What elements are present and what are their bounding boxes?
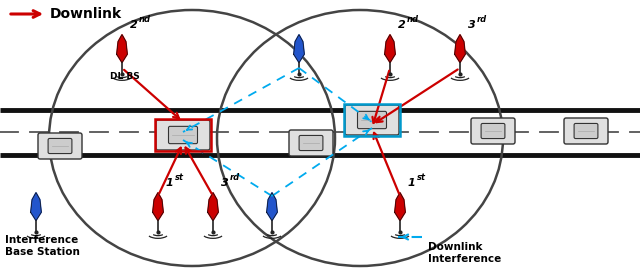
Text: 2: 2 xyxy=(398,20,406,30)
FancyBboxPatch shape xyxy=(358,111,387,129)
Text: 3: 3 xyxy=(221,178,228,188)
FancyBboxPatch shape xyxy=(471,118,515,144)
Text: Downlink
Interference: Downlink Interference xyxy=(428,242,501,264)
Polygon shape xyxy=(294,35,305,63)
Text: nd: nd xyxy=(407,15,419,24)
FancyBboxPatch shape xyxy=(299,136,323,150)
Polygon shape xyxy=(267,192,277,221)
FancyBboxPatch shape xyxy=(289,130,333,156)
Polygon shape xyxy=(385,35,396,63)
FancyBboxPatch shape xyxy=(38,133,82,159)
FancyBboxPatch shape xyxy=(481,123,505,139)
Polygon shape xyxy=(207,192,218,221)
Polygon shape xyxy=(454,35,465,63)
FancyBboxPatch shape xyxy=(574,123,598,139)
Text: st: st xyxy=(175,173,184,182)
Text: rd: rd xyxy=(230,173,240,182)
FancyBboxPatch shape xyxy=(156,120,210,150)
FancyBboxPatch shape xyxy=(345,105,399,135)
Polygon shape xyxy=(153,192,163,221)
Text: 1: 1 xyxy=(166,178,173,188)
Text: nd: nd xyxy=(139,15,151,24)
Text: Interference
Base Station: Interference Base Station xyxy=(5,235,80,257)
Polygon shape xyxy=(395,192,405,221)
FancyBboxPatch shape xyxy=(168,126,198,144)
Text: 2: 2 xyxy=(130,20,138,30)
Text: 3: 3 xyxy=(468,20,476,30)
Bar xyxy=(344,104,400,136)
Polygon shape xyxy=(31,192,42,221)
Bar xyxy=(155,119,211,151)
Text: rd: rd xyxy=(477,15,487,24)
Polygon shape xyxy=(116,35,127,63)
Text: 1: 1 xyxy=(408,178,416,188)
Text: st: st xyxy=(417,173,426,182)
Text: Downlink: Downlink xyxy=(50,7,122,21)
FancyBboxPatch shape xyxy=(48,138,72,153)
Text: DL BS: DL BS xyxy=(110,72,140,81)
FancyBboxPatch shape xyxy=(564,118,608,144)
